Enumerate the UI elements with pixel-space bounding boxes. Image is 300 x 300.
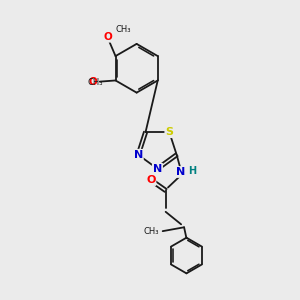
Text: CH₃: CH₃ — [88, 78, 103, 87]
Text: CH₃: CH₃ — [144, 227, 159, 236]
Text: O: O — [146, 175, 155, 185]
Text: CH₃: CH₃ — [116, 25, 131, 34]
Text: N: N — [134, 150, 143, 160]
Text: H: H — [188, 167, 196, 176]
Text: O: O — [104, 32, 112, 42]
Text: N: N — [176, 167, 186, 177]
Text: S: S — [165, 127, 173, 137]
Text: O: O — [89, 77, 98, 87]
Text: N: N — [153, 164, 162, 174]
